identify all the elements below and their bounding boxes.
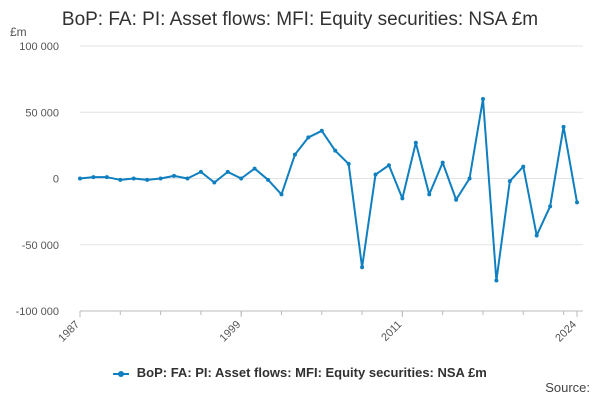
data-point[interactable]: [292, 152, 297, 157]
data-point[interactable]: [172, 173, 177, 178]
data-point[interactable]: [279, 192, 284, 197]
x-tick-label: 2011: [379, 319, 404, 344]
data-point[interactable]: [373, 172, 378, 177]
data-point[interactable]: [266, 177, 271, 182]
data-point[interactable]: [561, 124, 566, 129]
data-point[interactable]: [360, 265, 365, 270]
series-layer: [78, 97, 579, 283]
data-point[interactable]: [118, 177, 123, 182]
y-tick-label: 50 000: [25, 107, 59, 119]
data-point[interactable]: [104, 175, 109, 180]
data-point[interactable]: [548, 204, 553, 209]
data-point[interactable]: [400, 196, 405, 201]
data-point[interactable]: [427, 192, 432, 197]
x-tick-label: 2024: [553, 319, 579, 345]
data-point[interactable]: [239, 176, 244, 181]
data-point[interactable]: [319, 128, 324, 133]
legend-label: BoP: FA: PI: Asset flows: MFI: Equity se…: [136, 365, 487, 380]
series-line[interactable]: [79, 98, 578, 282]
data-point[interactable]: [198, 169, 203, 174]
y-tick-label: -50 000: [22, 240, 59, 252]
data-point[interactable]: [575, 200, 579, 205]
data-point[interactable]: [333, 148, 338, 153]
data-point[interactable]: [91, 175, 96, 180]
data-point[interactable]: [145, 177, 150, 182]
data-point[interactable]: [386, 163, 391, 168]
data-point[interactable]: [467, 176, 472, 181]
data-point[interactable]: [252, 166, 257, 171]
data-point[interactable]: [480, 97, 485, 101]
data-point[interactable]: [534, 233, 539, 238]
data-point[interactable]: [440, 160, 445, 165]
data-point[interactable]: [507, 179, 512, 184]
y-tick-label: 100 000: [19, 41, 59, 53]
data-point[interactable]: [225, 169, 230, 174]
axes: £m -100 000 -50 000 0 50 000 100 000 1987 1999 2…: [10, 25, 583, 344]
data-point[interactable]: [494, 278, 499, 283]
source-label: Source:: [545, 380, 590, 395]
data-point[interactable]: [78, 176, 82, 181]
chart-title: BoP: FA: PI: Asset flows: MFI: Equity se…: [61, 9, 539, 30]
data-point[interactable]: [521, 164, 526, 169]
data-point[interactable]: [306, 135, 311, 140]
data-point[interactable]: [212, 180, 217, 185]
y-tick-label: -100 000: [16, 306, 59, 318]
x-tick-label: 1987: [56, 319, 82, 345]
data-point[interactable]: [131, 176, 136, 181]
data-point[interactable]: [158, 176, 163, 181]
legend[interactable]: BoP: FA: PI: Asset flows: MFI: Equity se…: [0, 365, 600, 380]
x-tick-label: 1999: [218, 319, 244, 345]
data-point[interactable]: [185, 176, 190, 181]
y-tick-label: 0: [53, 174, 59, 186]
y-axis-unit-label: £m: [10, 25, 27, 39]
data-point[interactable]: [454, 197, 459, 202]
legend-line-marker-icon: [113, 370, 130, 377]
data-point[interactable]: [413, 140, 418, 145]
data-point[interactable]: [346, 161, 351, 166]
